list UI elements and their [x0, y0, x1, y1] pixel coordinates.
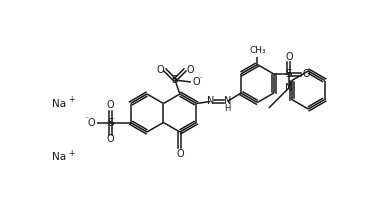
Text: O: O [107, 135, 114, 144]
Text: N: N [285, 83, 293, 93]
Text: Na: Na [52, 152, 66, 162]
Text: O: O [88, 118, 95, 127]
Text: S: S [107, 118, 114, 127]
Text: ⁻: ⁻ [199, 75, 203, 83]
Text: O: O [176, 149, 184, 159]
Text: S: S [171, 75, 178, 85]
Text: O: O [302, 69, 309, 79]
Text: H: H [224, 104, 230, 113]
Text: CH₃: CH₃ [249, 46, 266, 55]
Text: S: S [286, 69, 292, 79]
Text: O: O [107, 101, 114, 110]
Text: N: N [224, 96, 231, 105]
Text: O: O [156, 65, 164, 75]
Text: +: + [68, 148, 74, 158]
Text: ⁻: ⁻ [85, 114, 89, 123]
Text: O: O [192, 77, 200, 87]
Text: O: O [186, 65, 194, 75]
Text: N: N [207, 96, 214, 105]
Text: Na: Na [52, 99, 66, 109]
Text: O: O [285, 52, 293, 62]
Text: +: + [68, 96, 74, 104]
